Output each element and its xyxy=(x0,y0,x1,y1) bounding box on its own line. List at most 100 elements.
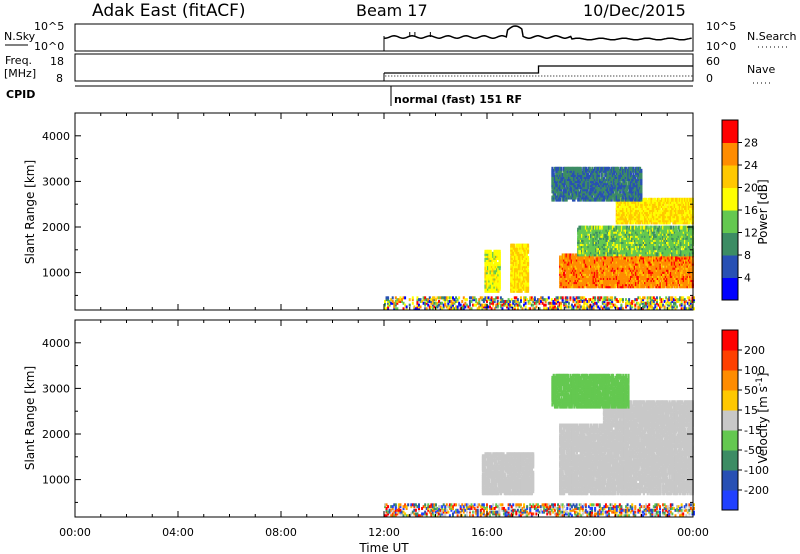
scatter-cell xyxy=(681,233,684,238)
scatter-cell xyxy=(623,203,626,208)
scatter-cell xyxy=(631,246,634,251)
scatter-cell xyxy=(678,240,682,245)
scatter-cell xyxy=(689,231,692,236)
scatter-cell xyxy=(664,261,667,266)
noise-cell xyxy=(416,296,419,300)
scatter-cell xyxy=(604,172,607,177)
scatter-cell xyxy=(658,261,661,266)
scatter-cell xyxy=(487,262,490,267)
scatter-cell xyxy=(584,278,588,283)
scatter-cell xyxy=(606,255,609,260)
noise-cell xyxy=(555,298,558,302)
noise-cell xyxy=(388,303,391,307)
scatter-cell xyxy=(654,203,657,208)
scatter-cell xyxy=(673,199,676,204)
scatter-cell xyxy=(631,255,634,260)
scatter-cell xyxy=(512,258,515,263)
scatter-cell xyxy=(620,284,624,289)
scatter-cell xyxy=(624,240,627,245)
scatter-cell xyxy=(665,229,669,234)
scatter-cell xyxy=(658,214,661,219)
scatter-cell xyxy=(638,212,642,217)
scatter-cell xyxy=(617,206,620,211)
noise-cell xyxy=(535,301,538,305)
scatter-cell xyxy=(574,193,577,198)
scatter-cell xyxy=(601,248,604,253)
scatter-cell xyxy=(622,212,625,217)
noise-cell xyxy=(550,298,553,302)
scatter-cell xyxy=(611,231,615,236)
scatter-cell xyxy=(664,212,667,217)
scatter-cell xyxy=(655,229,658,234)
scatter-cell xyxy=(606,189,609,194)
scatter-cell xyxy=(599,181,602,186)
noise-cell xyxy=(490,296,493,300)
scatter-cell xyxy=(638,229,642,234)
scatter-cell xyxy=(617,248,620,253)
scatter-cell xyxy=(650,273,653,278)
scatter-cell xyxy=(617,280,620,285)
scatter-cell xyxy=(582,255,585,260)
scatter-cell xyxy=(687,231,691,236)
scatter-cell xyxy=(514,258,517,263)
scatter-cell xyxy=(686,197,689,202)
noise-cell xyxy=(519,298,522,302)
scatter-cell xyxy=(672,261,675,266)
scatter-cell xyxy=(517,270,521,275)
scatter-cell xyxy=(608,231,611,236)
scatter-cell xyxy=(651,282,654,287)
scatter-cell xyxy=(667,227,670,232)
scatter-cell xyxy=(488,280,491,285)
scatter-cell xyxy=(620,216,624,221)
noise-cell xyxy=(546,298,549,302)
scatter-cell xyxy=(617,242,620,247)
scatter-cell xyxy=(605,168,608,173)
scatter-cell xyxy=(658,201,661,206)
scatter-cell xyxy=(681,263,684,268)
scatter-cell xyxy=(618,216,621,221)
scatter-cell xyxy=(667,197,670,202)
scatter-cell xyxy=(613,284,616,289)
scatter-cell xyxy=(593,166,597,171)
noise-cell xyxy=(434,298,437,302)
noise-cell xyxy=(499,305,502,309)
scatter-cell xyxy=(580,170,584,175)
scatter-cell xyxy=(617,229,620,234)
scatter-cell xyxy=(676,269,679,274)
scatter-cell xyxy=(591,242,594,247)
scatter-cell xyxy=(510,251,513,256)
scatter-cell xyxy=(627,273,630,278)
scatter-cell xyxy=(579,255,582,260)
scatter-cell xyxy=(678,218,682,223)
scatter-cell xyxy=(596,271,599,276)
scatter-cell xyxy=(667,220,670,225)
scatter-cell xyxy=(525,286,528,291)
scatter-cell xyxy=(485,255,488,260)
scatter-cell xyxy=(641,233,644,238)
scatter-cell xyxy=(523,262,526,267)
noise-cell xyxy=(584,307,587,311)
scatter-cell xyxy=(577,235,580,240)
scatter-cell xyxy=(562,187,566,192)
scatter-cell xyxy=(573,276,576,281)
search-label: N.Search xyxy=(747,30,797,43)
noise-cell xyxy=(535,305,538,309)
scatter-cell xyxy=(638,242,642,247)
scatter-cell xyxy=(578,197,581,202)
scatter-cell xyxy=(494,255,497,260)
scatter-cell xyxy=(570,267,573,272)
scatter-cell xyxy=(682,235,685,240)
noise-cell xyxy=(391,301,394,305)
scatter-cell xyxy=(492,264,495,269)
scatter-cell xyxy=(610,229,613,234)
scatter-cell xyxy=(562,195,566,200)
scatter-cell xyxy=(663,218,666,223)
scatter-cell xyxy=(673,252,676,257)
scatter-cell xyxy=(650,220,653,225)
scatter-cell xyxy=(586,255,589,260)
scatter-cell xyxy=(690,197,693,202)
noise-cell xyxy=(578,305,581,309)
scatter-cell xyxy=(690,212,693,217)
scatter-cell xyxy=(620,225,624,230)
scatter-cell xyxy=(642,278,645,283)
